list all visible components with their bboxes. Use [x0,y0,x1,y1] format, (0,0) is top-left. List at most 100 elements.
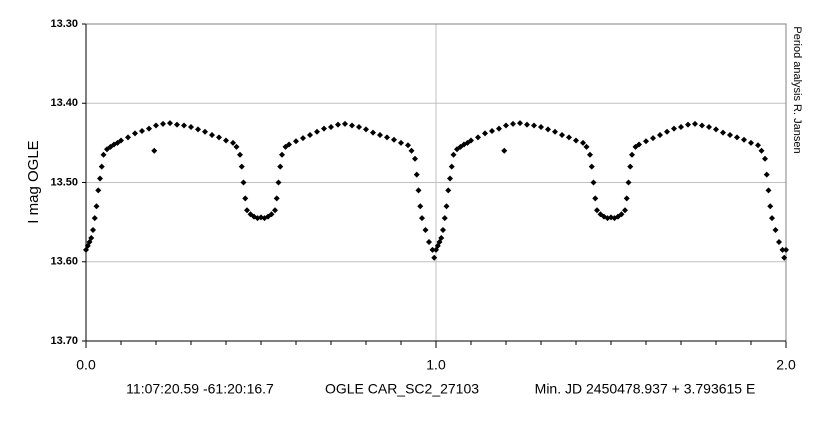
data-point [95,187,102,194]
data-point [552,128,558,135]
data-point [441,215,448,222]
data-point [146,125,152,132]
data-point [713,126,719,133]
data-point [230,139,236,146]
data-point [448,163,455,170]
data-point [342,120,348,127]
data-point [321,125,327,132]
data-point [118,137,124,144]
y-axis-label: I mag OGLE [25,140,42,223]
data-point [440,227,446,234]
data-point [496,125,502,132]
data-point [132,130,138,137]
data-point [181,122,187,129]
data-point [671,125,677,132]
data-point [776,238,782,245]
data-point [781,254,788,261]
x-tick-label: 1.0 [426,357,446,373]
data-point [699,122,705,129]
data-point [244,207,250,214]
data-point [417,203,424,210]
data-point [174,121,180,128]
data-point [438,234,445,241]
data-point [573,137,579,144]
data-point [445,187,452,194]
data-point [685,121,691,128]
y-tick-label: 13.30 [50,18,78,30]
data-point [195,126,201,133]
data-point [391,136,397,143]
data-point [91,215,98,222]
data-point [216,134,222,141]
data-point [405,142,411,149]
data-point [622,207,628,214]
y-tick-label: 13.60 [50,256,78,268]
data-point [720,129,726,136]
data-point [592,195,599,202]
data-point [139,127,145,134]
data-point [629,151,635,158]
data-point [398,139,404,146]
data-point [431,254,438,261]
data-point [482,130,488,137]
data-point [356,124,362,131]
data-point [772,227,779,234]
data-point [413,171,420,178]
data-point [769,215,775,222]
side-note: Period analysis R. Jansen [791,26,803,153]
data-point [748,139,754,146]
data-point [153,122,159,129]
data-point [566,134,572,141]
data-point [412,155,418,162]
data-point [779,246,786,253]
data-point [167,120,173,127]
data-point [160,120,166,127]
data-point [765,187,772,194]
data-point [450,151,457,158]
data-point [588,163,595,170]
data-point [300,135,306,142]
data-point [741,136,747,143]
data-point [275,179,282,186]
data-point [293,138,299,145]
data-point [93,203,100,210]
data-point [422,227,429,234]
data-point [349,122,355,129]
data-point [447,175,453,182]
data-point [286,141,292,148]
data-point [587,151,593,158]
data-point [763,171,770,178]
data-point [237,151,243,158]
data-point [443,203,450,210]
data-point [279,151,285,158]
data-point [657,131,663,138]
data-point [758,147,765,154]
data-point [370,129,376,136]
y-tick-label: 13.70 [50,335,78,347]
data-point [268,211,275,218]
data-point [503,122,509,129]
x-tick-label: 0.0 [76,357,96,373]
data-point [767,203,774,210]
data-point [517,120,523,127]
data-point [209,131,215,138]
data-point [623,195,630,202]
data-point [734,134,740,141]
data-point [384,134,390,141]
data-point [664,128,670,135]
data-point [273,195,280,202]
data-point [90,227,96,234]
data-point [242,195,249,202]
data-point [627,163,634,170]
data-point [783,246,789,253]
data-point [524,121,530,128]
footer-coords: 11:07:20.59 -61:20:16.7 [126,381,274,397]
data-point [580,139,586,146]
data-point [545,126,551,133]
data-point [636,141,642,148]
data-point [415,187,422,194]
data-point [240,179,247,186]
data-point [98,163,105,170]
data-point [88,234,95,241]
data-point [307,131,313,138]
